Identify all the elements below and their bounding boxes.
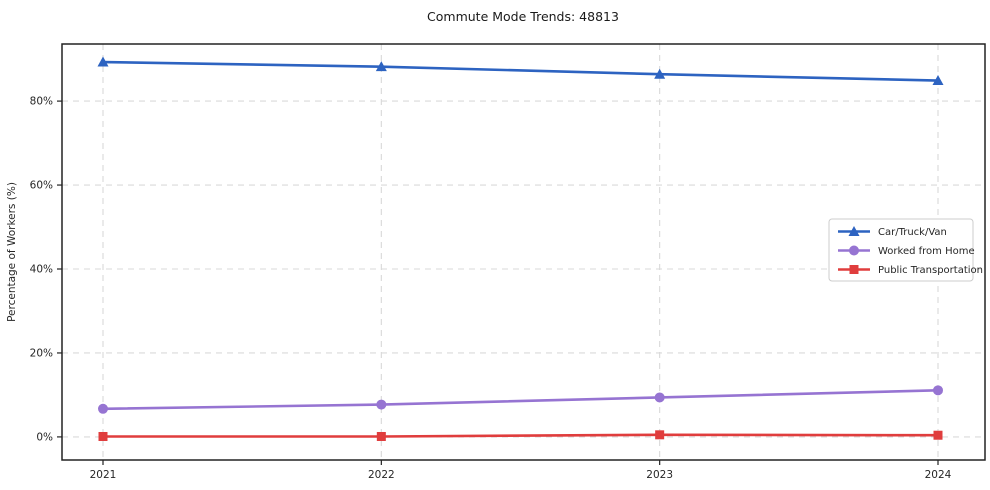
series-marker <box>654 392 665 403</box>
legend-item: Worked from Home <box>838 245 975 257</box>
x-tick-label: 2024 <box>925 469 952 481</box>
legend-label: Public Transportation <box>878 265 983 276</box>
legend-sample-marker <box>849 245 859 256</box>
chart-title: Commute Mode Trends: 48813 <box>427 9 619 24</box>
legend-label: Car/Truck/Van <box>878 227 947 238</box>
y-axis-label: Percentage of Workers (%) <box>6 182 18 322</box>
series-marker <box>376 399 387 410</box>
series-marker <box>933 385 943 396</box>
legend-layer: Car/Truck/Van Worked from Home Public Tran… <box>828 218 983 282</box>
legend-box <box>828 218 974 282</box>
x-tick-label: 2023 <box>646 469 673 481</box>
series-marker <box>98 431 108 441</box>
series-marker <box>375 61 387 72</box>
series-line <box>101 389 940 411</box>
series-marker <box>655 430 665 440</box>
series-marker <box>932 75 944 86</box>
legend-label: Worked from Home <box>878 246 975 257</box>
y-tick-label: 60% <box>30 180 53 192</box>
series-marker <box>98 403 108 414</box>
y-tick-label: 80% <box>30 96 53 108</box>
legend-item: Car/Truck/Van <box>838 226 947 238</box>
axes-layer: 0% 20% 40% 60% 80% 2021 2022 2023 2024 <box>30 43 986 481</box>
series-layer <box>97 56 944 441</box>
x-tick-label: 2022 <box>368 469 395 481</box>
y-tick-label: 40% <box>30 264 53 276</box>
series-marker <box>376 431 386 441</box>
series-line <box>101 60 940 82</box>
y-tick-label: 0% <box>36 431 53 443</box>
series-marker <box>933 430 943 440</box>
plot-frame <box>61 43 986 461</box>
legend-sample-marker <box>848 226 860 236</box>
series-line <box>101 433 940 438</box>
legend-item: Public Transportation <box>838 265 983 276</box>
series-marker <box>97 56 109 67</box>
legend-sample-marker <box>849 265 859 274</box>
series-marker <box>654 68 666 79</box>
y-tick-label: 20% <box>30 347 53 359</box>
x-tick-label: 2021 <box>90 469 117 481</box>
